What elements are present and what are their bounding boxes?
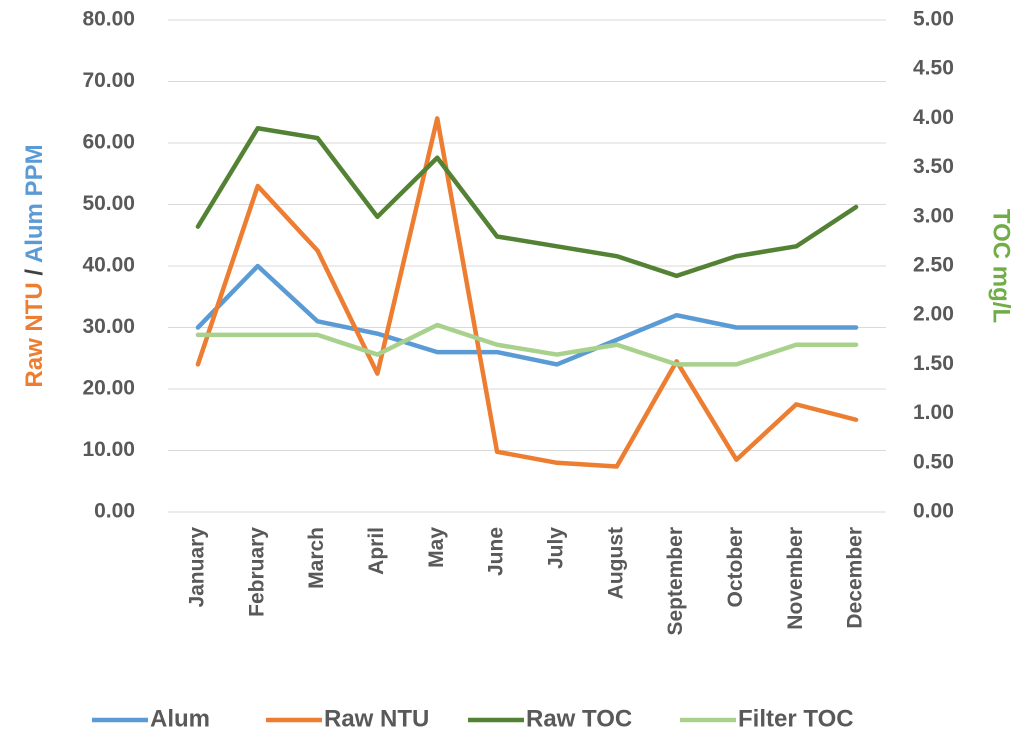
series-line	[195, 116, 859, 469]
y2-tick-label: 5.00	[913, 8, 954, 31]
x-tick-label: January	[185, 527, 208, 608]
y-label-part: /	[21, 269, 48, 276]
y-tick-label: 10.00	[82, 438, 135, 461]
x-tick-label: December	[844, 527, 867, 629]
y-tick-label: 80.00	[82, 8, 135, 31]
y-tick-label: 60.00	[82, 131, 135, 154]
y2-tick-label: 1.00	[913, 401, 954, 424]
legend-label: Filter TOC	[738, 705, 854, 732]
x-tick-label: March	[305, 527, 328, 589]
x-tick-label: July	[544, 527, 567, 569]
y-tick-label: 70.00	[82, 69, 135, 92]
y2-tick-label: 3.50	[913, 155, 954, 178]
y-label-part: Alum PPM	[21, 144, 48, 263]
legend-label: Alum	[150, 705, 210, 732]
y2-axis-label: TOC mg/L	[988, 209, 1015, 323]
y2-tick-label: 2.00	[913, 303, 954, 326]
y-tick-label: 50.00	[82, 192, 135, 215]
series-line	[195, 125, 859, 279]
y-axis-label: Raw NTU / Alum PPM	[21, 144, 48, 387]
y2-tick-label: 4.00	[913, 106, 954, 129]
y2-tick-label: 3.00	[913, 204, 954, 227]
y-tick-label: 30.00	[82, 315, 135, 338]
y2-tick-label: 0.50	[913, 450, 954, 473]
series-line	[195, 263, 859, 367]
x-tick-label: September	[664, 527, 687, 636]
y2-tick-label: 1.50	[913, 352, 954, 375]
y-tick-label: 20.00	[82, 377, 135, 400]
x-tick-label: April	[365, 527, 388, 575]
y-label-part: Raw NTU	[21, 282, 48, 387]
y2-tick-label: 4.50	[913, 57, 954, 80]
x-tick-label: October	[724, 527, 747, 608]
x-tick-label: May	[425, 527, 448, 568]
y2-tick-label: 0.00	[913, 500, 954, 523]
legend-label: Raw NTU	[324, 705, 429, 732]
x-tick-label: August	[604, 527, 627, 599]
x-tick-label: February	[245, 527, 268, 617]
y-tick-label: 40.00	[82, 254, 135, 277]
x-tick-label: June	[485, 527, 508, 576]
y-tick-label: 0.00	[94, 500, 135, 523]
x-tick-label: November	[784, 527, 807, 630]
y2-tick-label: 2.50	[913, 254, 954, 277]
series-line	[195, 322, 859, 367]
legend-label: Raw TOC	[526, 705, 632, 732]
